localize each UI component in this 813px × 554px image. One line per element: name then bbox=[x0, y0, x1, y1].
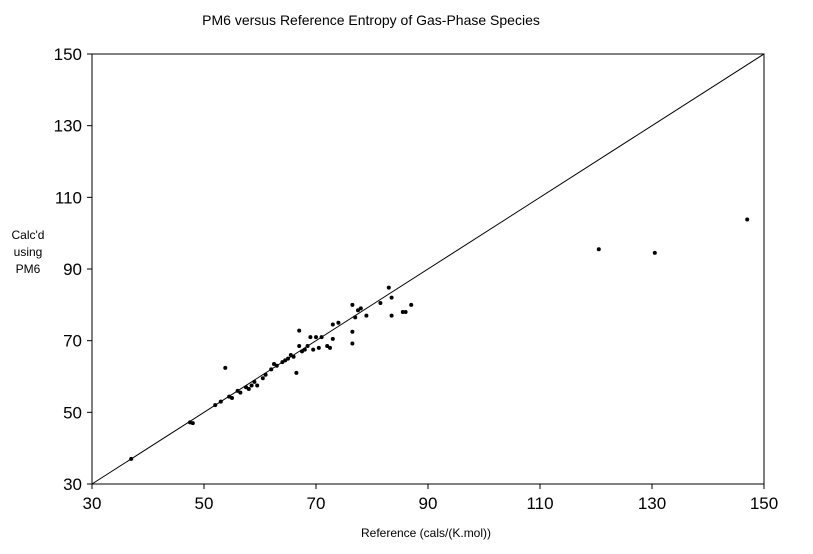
data-point bbox=[297, 344, 302, 349]
x-tick-label: 110 bbox=[526, 494, 553, 513]
data-point bbox=[378, 301, 383, 306]
data-point bbox=[386, 285, 391, 290]
y-tick-label: 30 bbox=[63, 475, 82, 494]
data-point bbox=[330, 336, 335, 341]
data-point bbox=[330, 322, 335, 327]
data-point bbox=[389, 313, 394, 318]
data-point bbox=[223, 365, 228, 370]
x-tick-label: 70 bbox=[307, 494, 326, 513]
x-tick-label: 50 bbox=[195, 494, 214, 513]
y-tick-label: 150 bbox=[54, 45, 82, 64]
data-point bbox=[409, 302, 414, 307]
y-tick-label: 90 bbox=[63, 260, 82, 279]
chart-title: PM6 versus Reference Entropy of Gas-Phas… bbox=[202, 12, 540, 28]
reference-line bbox=[91, 53, 765, 485]
y-tick-label: 130 bbox=[54, 117, 82, 136]
data-point bbox=[364, 313, 369, 318]
data-point bbox=[190, 421, 195, 426]
data-point bbox=[252, 379, 257, 384]
data-points bbox=[129, 217, 750, 461]
x-tick-label: 30 bbox=[83, 494, 102, 513]
data-point bbox=[238, 390, 243, 395]
data-point bbox=[319, 335, 324, 340]
data-point bbox=[305, 344, 310, 349]
y-tick-label: 70 bbox=[63, 332, 82, 351]
data-point bbox=[336, 320, 341, 325]
data-point bbox=[316, 345, 321, 350]
data-point bbox=[389, 295, 394, 300]
data-point bbox=[274, 363, 279, 368]
y-tick-label: 110 bbox=[55, 188, 82, 207]
data-point bbox=[230, 396, 234, 400]
x-tick-label: 130 bbox=[638, 494, 666, 513]
data-point bbox=[596, 247, 601, 252]
data-point bbox=[218, 399, 223, 404]
data-point bbox=[255, 383, 260, 388]
y-axis-ticks: 30 50 70 90 110 130 150 bbox=[54, 45, 92, 494]
data-point bbox=[260, 376, 265, 381]
data-point bbox=[246, 387, 251, 392]
x-tick-label: 90 bbox=[419, 494, 438, 513]
data-point bbox=[403, 310, 408, 314]
y-axis-label-line-3: PM6 bbox=[16, 262, 41, 276]
data-point bbox=[213, 403, 218, 408]
data-point bbox=[269, 367, 274, 372]
data-point bbox=[129, 456, 134, 461]
y-tick-label: 50 bbox=[63, 403, 82, 422]
x-tick-label: 150 bbox=[750, 494, 778, 513]
x-axis-ticks: 30 50 70 90 110 130 150 bbox=[83, 484, 778, 513]
data-point bbox=[652, 250, 657, 255]
data-point bbox=[350, 329, 355, 334]
data-point bbox=[294, 370, 299, 375]
data-point bbox=[328, 345, 332, 350]
data-point bbox=[286, 356, 290, 361]
y-axis-label-line-1: Calc'd bbox=[12, 228, 45, 242]
data-point bbox=[297, 328, 302, 333]
data-point bbox=[358, 306, 363, 311]
data-point bbox=[311, 347, 316, 352]
data-point bbox=[291, 354, 296, 359]
data-point bbox=[400, 310, 405, 314]
data-point bbox=[263, 372, 268, 377]
x-axis-label: Reference (cals/(K.mol)) bbox=[361, 526, 491, 540]
data-point bbox=[350, 341, 355, 346]
data-point bbox=[249, 383, 254, 388]
data-point bbox=[350, 302, 355, 307]
data-point bbox=[314, 335, 318, 340]
y-axis-label-line-2: using bbox=[14, 245, 43, 259]
data-point bbox=[308, 335, 313, 340]
data-point bbox=[353, 315, 358, 320]
data-point bbox=[745, 217, 750, 222]
data-point bbox=[302, 347, 307, 352]
